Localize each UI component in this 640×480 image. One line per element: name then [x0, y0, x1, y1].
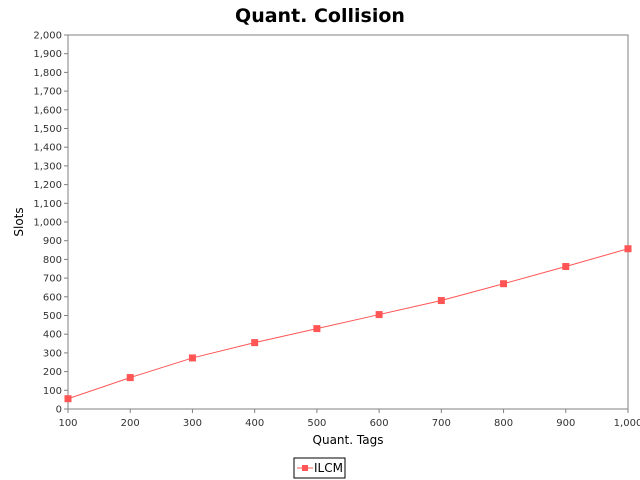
- legend-label: ILCM: [314, 461, 343, 475]
- data-point: [126, 374, 134, 382]
- x-tick-label: 200: [121, 418, 140, 429]
- y-tick-label: 500: [43, 311, 62, 322]
- x-axis: 100 200 300 400 500 600 700 800 900 1,000: [58, 409, 640, 429]
- x-tick-label: 100: [58, 418, 77, 429]
- chart-title: Quant. Collision: [235, 5, 405, 27]
- data-point: [437, 297, 445, 305]
- y-tick-label: 600: [43, 292, 62, 303]
- legend: ILCM: [293, 457, 346, 479]
- data-point: [64, 395, 72, 403]
- y-tick-label: 1,800: [33, 68, 62, 79]
- data-point: [562, 263, 570, 271]
- x-tick-label: 300: [183, 418, 202, 429]
- y-tick-label: 100: [43, 386, 62, 397]
- y-tick-label: 0: [56, 405, 62, 416]
- x-tick-label: 500: [307, 418, 326, 429]
- legend-marker-icon: [302, 465, 308, 471]
- y-tick-label: 400: [43, 330, 62, 341]
- y-tick-label: 800: [43, 255, 62, 266]
- y-tick-label: 1,000: [33, 218, 62, 229]
- x-tick-label: 600: [370, 418, 389, 429]
- y-tick-label: 300: [43, 348, 62, 359]
- data-point: [624, 245, 632, 253]
- y-tick-label: 1,500: [33, 124, 62, 135]
- y-tick-label: 1,900: [33, 49, 62, 60]
- y-tick-label: 1,200: [33, 180, 62, 191]
- y-tick-label: 2,000: [33, 31, 62, 42]
- y-tick-label: 200: [43, 367, 62, 378]
- data-point: [251, 339, 259, 347]
- data-point: [375, 311, 383, 319]
- y-tick-label: 1,600: [33, 105, 62, 116]
- legend-box: [293, 457, 346, 479]
- data-point: [313, 325, 321, 333]
- data-point: [500, 280, 508, 288]
- x-tick-label: 400: [245, 418, 264, 429]
- plot-area: [67, 34, 629, 410]
- series-line-ilcm: [67, 248, 629, 400]
- y-axis-label: Slots: [12, 207, 26, 236]
- y-tick-label: 1,400: [33, 143, 62, 154]
- y-tick-label: 1,100: [33, 199, 62, 210]
- x-axis-label: Quant. Tags: [313, 433, 384, 447]
- y-axis: 0 100 200 300 400 500 600 700 800 900 1,000 1,100 1,…: [33, 31, 68, 416]
- x-tick-label: 1,000: [614, 418, 640, 429]
- data-point: [188, 354, 196, 362]
- y-tick-label: 1,700: [33, 87, 62, 98]
- x-tick-label: 700: [432, 418, 451, 429]
- y-tick-label: 900: [43, 236, 62, 247]
- x-tick-label: 800: [494, 418, 513, 429]
- series-layer: [64, 245, 632, 403]
- y-tick-label: 700: [43, 274, 62, 285]
- x-tick-label: 900: [556, 418, 575, 429]
- y-tick-label: 1,300: [33, 161, 62, 172]
